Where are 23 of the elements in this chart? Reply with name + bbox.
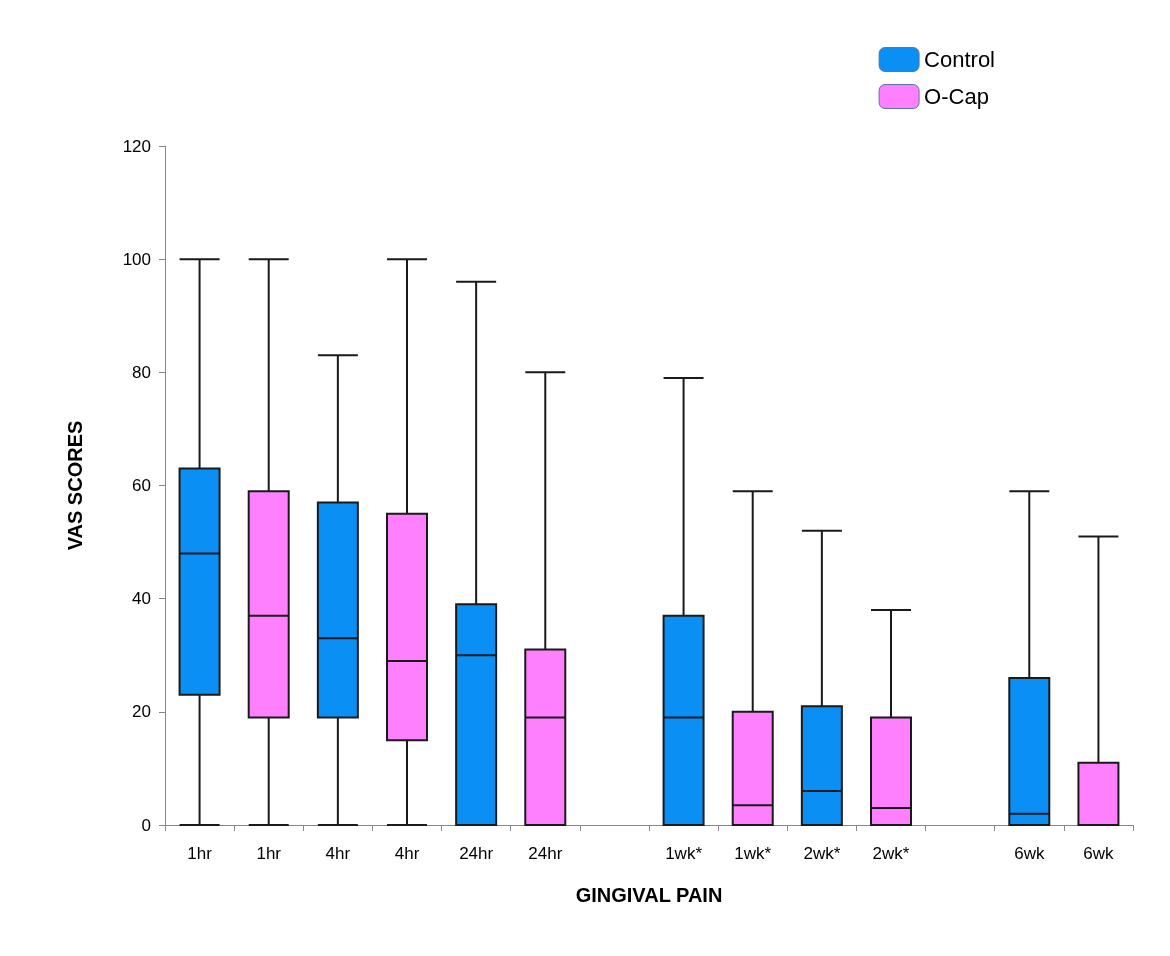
x-axis-title: GINGIVAL PAIN (575, 884, 723, 906)
y-tick-label: 20 (132, 702, 151, 722)
x-tick-label: 1hr (187, 844, 213, 863)
x-tick-label: 24hr (528, 844, 563, 863)
x-tick-label: 2wk* (872, 844, 910, 863)
x-tick-label: 1wk* (665, 844, 703, 863)
x-tick-label: 6wk (1014, 844, 1045, 863)
y-axis-title: VAS SCORES (64, 420, 86, 551)
x-tick-label: 4hr (325, 844, 351, 863)
legend-label: O-Cap (924, 84, 989, 109)
y-tick-label: 100 (122, 249, 151, 269)
x-tick-label: 2wk* (803, 844, 841, 863)
x-tick-label: 6wk (1083, 844, 1115, 863)
x-tick-label: 4hr (394, 844, 420, 863)
y-tick-label: 80 (132, 362, 151, 382)
legend-label: Control (924, 47, 995, 72)
y-tick-label: 40 (132, 589, 151, 609)
x-tick-label: 1wk* (734, 844, 772, 863)
x-tick-label: 1hr (256, 844, 282, 863)
x-tick-label: 24hr (459, 844, 494, 863)
y-tick-label: 120 (122, 136, 151, 156)
y-tick-label: 0 (141, 815, 151, 835)
y-tick-label: 60 (132, 476, 151, 495)
